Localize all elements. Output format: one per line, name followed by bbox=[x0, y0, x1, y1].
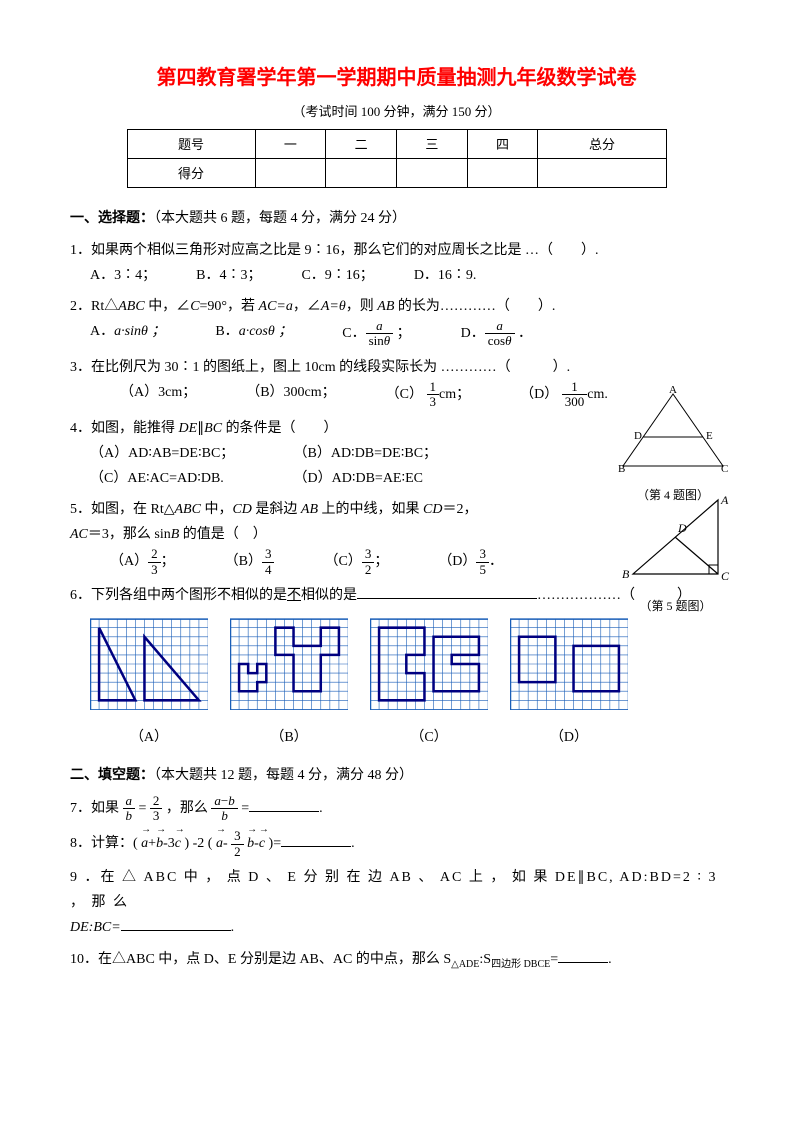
svg-text:B: B bbox=[622, 567, 630, 581]
question-8: 8．计算：( a+b-3c ) -2 ( a- 32 b-c )=. bbox=[70, 829, 723, 859]
svg-text:C: C bbox=[721, 569, 730, 583]
q4-row2: （C）AE∶AC=AD∶DB. （D）AD∶DB=AE∶EC bbox=[90, 466, 583, 491]
q4-row1: （A）AD∶AB=DE∶BC； （B）AD∶DB=DE∶BC； bbox=[90, 441, 583, 466]
q1-opt-a[interactable]: A．3∶4； bbox=[90, 263, 156, 288]
q10-blank[interactable] bbox=[558, 948, 608, 963]
th-col: 总分 bbox=[538, 130, 666, 159]
question-9: 9 ．在 △ ABC 中 ， 点 D 、 E 分 别 在 边 AB 、 AC 上… bbox=[70, 865, 723, 941]
q7-blank[interactable] bbox=[249, 797, 319, 812]
th-col: 二 bbox=[326, 130, 397, 159]
td-label: 得分 bbox=[127, 159, 255, 188]
th-col: 一 bbox=[255, 130, 326, 159]
score-cell[interactable] bbox=[396, 159, 467, 188]
section-desc: （本大题共 6 题，每题 4 分，满分 24 分） bbox=[154, 211, 406, 226]
question-5: 5．如图，在 Rt△ABC 中，CD 是斜边 AB 上的中线，如果 CD＝2， … bbox=[70, 497, 723, 577]
question-4: 4．如图，能推得 DE∥BC 的条件是（ ） （A）AD∶AB=DE∶BC； （… bbox=[70, 416, 723, 492]
q1-text: 1．如果两个相似三角形对应高之比是 9∶16，那么它们的对应周长之比是 …（ ）… bbox=[70, 238, 723, 263]
section-label: 一、选择题： bbox=[70, 211, 154, 226]
grid-b[interactable] bbox=[230, 618, 348, 719]
q3-opt-b[interactable]: （B）300cm； bbox=[246, 380, 335, 410]
table-row: 得分 bbox=[127, 159, 666, 188]
q4-text: 4．如图，能推得 DE∥BC 的条件是（ ） bbox=[70, 416, 583, 441]
question-2: 2．Rt△ABC 中，∠C=90°，若 AC=a，∠A=θ，则 AB 的长为……… bbox=[70, 294, 723, 349]
q9-line1: 9 ．在 △ ABC 中 ， 点 D 、 E 分 别 在 边 AB 、 AC 上… bbox=[70, 865, 723, 915]
q6-label-b: （B） bbox=[230, 725, 348, 750]
q4-opt-d[interactable]: （D）AD∶DB=AE∶EC bbox=[294, 471, 424, 486]
section-2-head: 二、填空题：（本大题共 12 题，每题 4 分，满分 48 分） bbox=[70, 763, 723, 788]
q5-opt-a[interactable]: （A）23； bbox=[110, 547, 175, 577]
q6-label-c: （C） bbox=[370, 725, 488, 750]
q5-opt-c[interactable]: （C）32； bbox=[324, 547, 388, 577]
q8-blank[interactable] bbox=[281, 832, 351, 847]
q3-opt-c[interactable]: （C） 13cm； bbox=[386, 380, 470, 410]
q5-line1: 5．如图，在 Rt△ABC 中，CD 是斜边 AB 上的中线，如果 CD＝2， bbox=[70, 497, 583, 522]
q4-opt-c[interactable]: （C）AE∶AC=AD∶DB. bbox=[90, 466, 290, 491]
q6-label-d: （D） bbox=[510, 725, 628, 750]
q6-text: 6．下列各组中两个图形不相似的是不相似的是………………（ ） bbox=[70, 583, 723, 608]
q5-opt-b[interactable]: （B）34 bbox=[225, 547, 275, 577]
table-row: 题号 一 二 三 四 总分 bbox=[127, 130, 666, 159]
grid-c[interactable] bbox=[370, 618, 488, 719]
th-label: 题号 bbox=[127, 130, 255, 159]
q3-text: 3．在比例尺为 30∶1 的图纸上，图上 10cm 的线段实际长为 …………（ … bbox=[70, 355, 723, 380]
page-title: 第四教育署学年第一学期期中质量抽测九年级数学试卷 bbox=[70, 60, 723, 96]
q9-blank[interactable] bbox=[121, 916, 231, 931]
q3-opt-d[interactable]: （D） 1300cm. bbox=[520, 380, 608, 410]
q6-grids bbox=[90, 618, 723, 719]
score-table: 题号 一 二 三 四 总分 得分 bbox=[127, 129, 667, 188]
section-1-head: 一、选择题：（本大题共 6 题，每题 4 分，满分 24 分） bbox=[70, 206, 723, 231]
score-cell[interactable] bbox=[467, 159, 538, 188]
svg-text:A: A bbox=[720, 493, 729, 507]
q4-opt-b[interactable]: （B）AD∶DB=DE∶BC； bbox=[294, 446, 438, 461]
question-7: 7．如果 ab = 23 ，那么 a−bb =. bbox=[70, 794, 723, 824]
th-col: 四 bbox=[467, 130, 538, 159]
question-1: 1．如果两个相似三角形对应高之比是 9∶16，那么它们的对应周长之比是 …（ ）… bbox=[70, 238, 723, 288]
th-col: 三 bbox=[396, 130, 467, 159]
q5-opt-d[interactable]: （D）35． bbox=[438, 547, 503, 577]
q9-line2: DE:BC=. bbox=[70, 915, 723, 940]
q2-text: 2．Rt△ABC 中，∠C=90°，若 AC=a，∠A=θ，则 AB 的长为……… bbox=[70, 294, 723, 319]
q1-opt-d[interactable]: D．16∶9. bbox=[414, 263, 477, 288]
score-cell[interactable] bbox=[255, 159, 326, 188]
svg-text:D: D bbox=[677, 521, 687, 535]
question-6: 6．下列各组中两个图形不相似的是不相似的是………………（ ） （A） （B） （… bbox=[70, 583, 723, 751]
svg-text:E: E bbox=[706, 430, 713, 442]
q5-options: （A）23； （B）34 （C）32； （D）35． bbox=[110, 547, 583, 577]
q1-opt-b[interactable]: B．4∶3； bbox=[196, 263, 261, 288]
q4-opt-a[interactable]: （A）AD∶AB=DE∶BC； bbox=[90, 441, 290, 466]
q1-options: A．3∶4； B．4∶3； C．9∶16； D．16∶9. bbox=[90, 263, 723, 288]
svg-text:A: A bbox=[669, 386, 677, 396]
svg-text:C: C bbox=[721, 463, 728, 475]
section2-desc: （本大题共 12 题，每题 4 分，满分 48 分） bbox=[154, 768, 413, 783]
section2-label: 二、填空题： bbox=[70, 768, 154, 783]
q2-opt-b[interactable]: B．a·cosθ ； bbox=[215, 319, 292, 349]
q2-opt-a[interactable]: A．a·sinθ ； bbox=[90, 319, 165, 349]
q1-opt-c[interactable]: C．9∶16； bbox=[301, 263, 373, 288]
q6-label-a: （A） bbox=[90, 725, 208, 750]
exam-info: （考试时间 100 分钟，满分 150 分） bbox=[70, 100, 723, 123]
q5-line2: AC＝3，那么 sinB 的值是（ ） bbox=[70, 522, 583, 547]
q6-letters: （A） （B） （C） （D） bbox=[90, 725, 723, 750]
q2-opt-d[interactable]: D．acosθ ． bbox=[461, 319, 532, 349]
q2-options: A．a·sinθ ； B．a·cosθ ； C．asinθ ； D．acosθ … bbox=[90, 319, 723, 349]
q2-opt-c[interactable]: C．asinθ ； bbox=[342, 319, 410, 349]
question-10: 10．在△ABC 中，点 D、E 分别是边 AB、AC 的中点，那么 S△ADE… bbox=[70, 947, 723, 974]
grid-d[interactable] bbox=[510, 618, 628, 719]
svg-text:B: B bbox=[618, 463, 625, 475]
score-cell[interactable] bbox=[538, 159, 666, 188]
q4-diagram: A B C D E （第 4 题图） bbox=[613, 386, 733, 507]
svg-text:D: D bbox=[634, 430, 642, 442]
score-cell[interactable] bbox=[326, 159, 397, 188]
q3-opt-a[interactable]: （A）3cm； bbox=[120, 380, 196, 410]
grid-a[interactable] bbox=[90, 618, 208, 719]
